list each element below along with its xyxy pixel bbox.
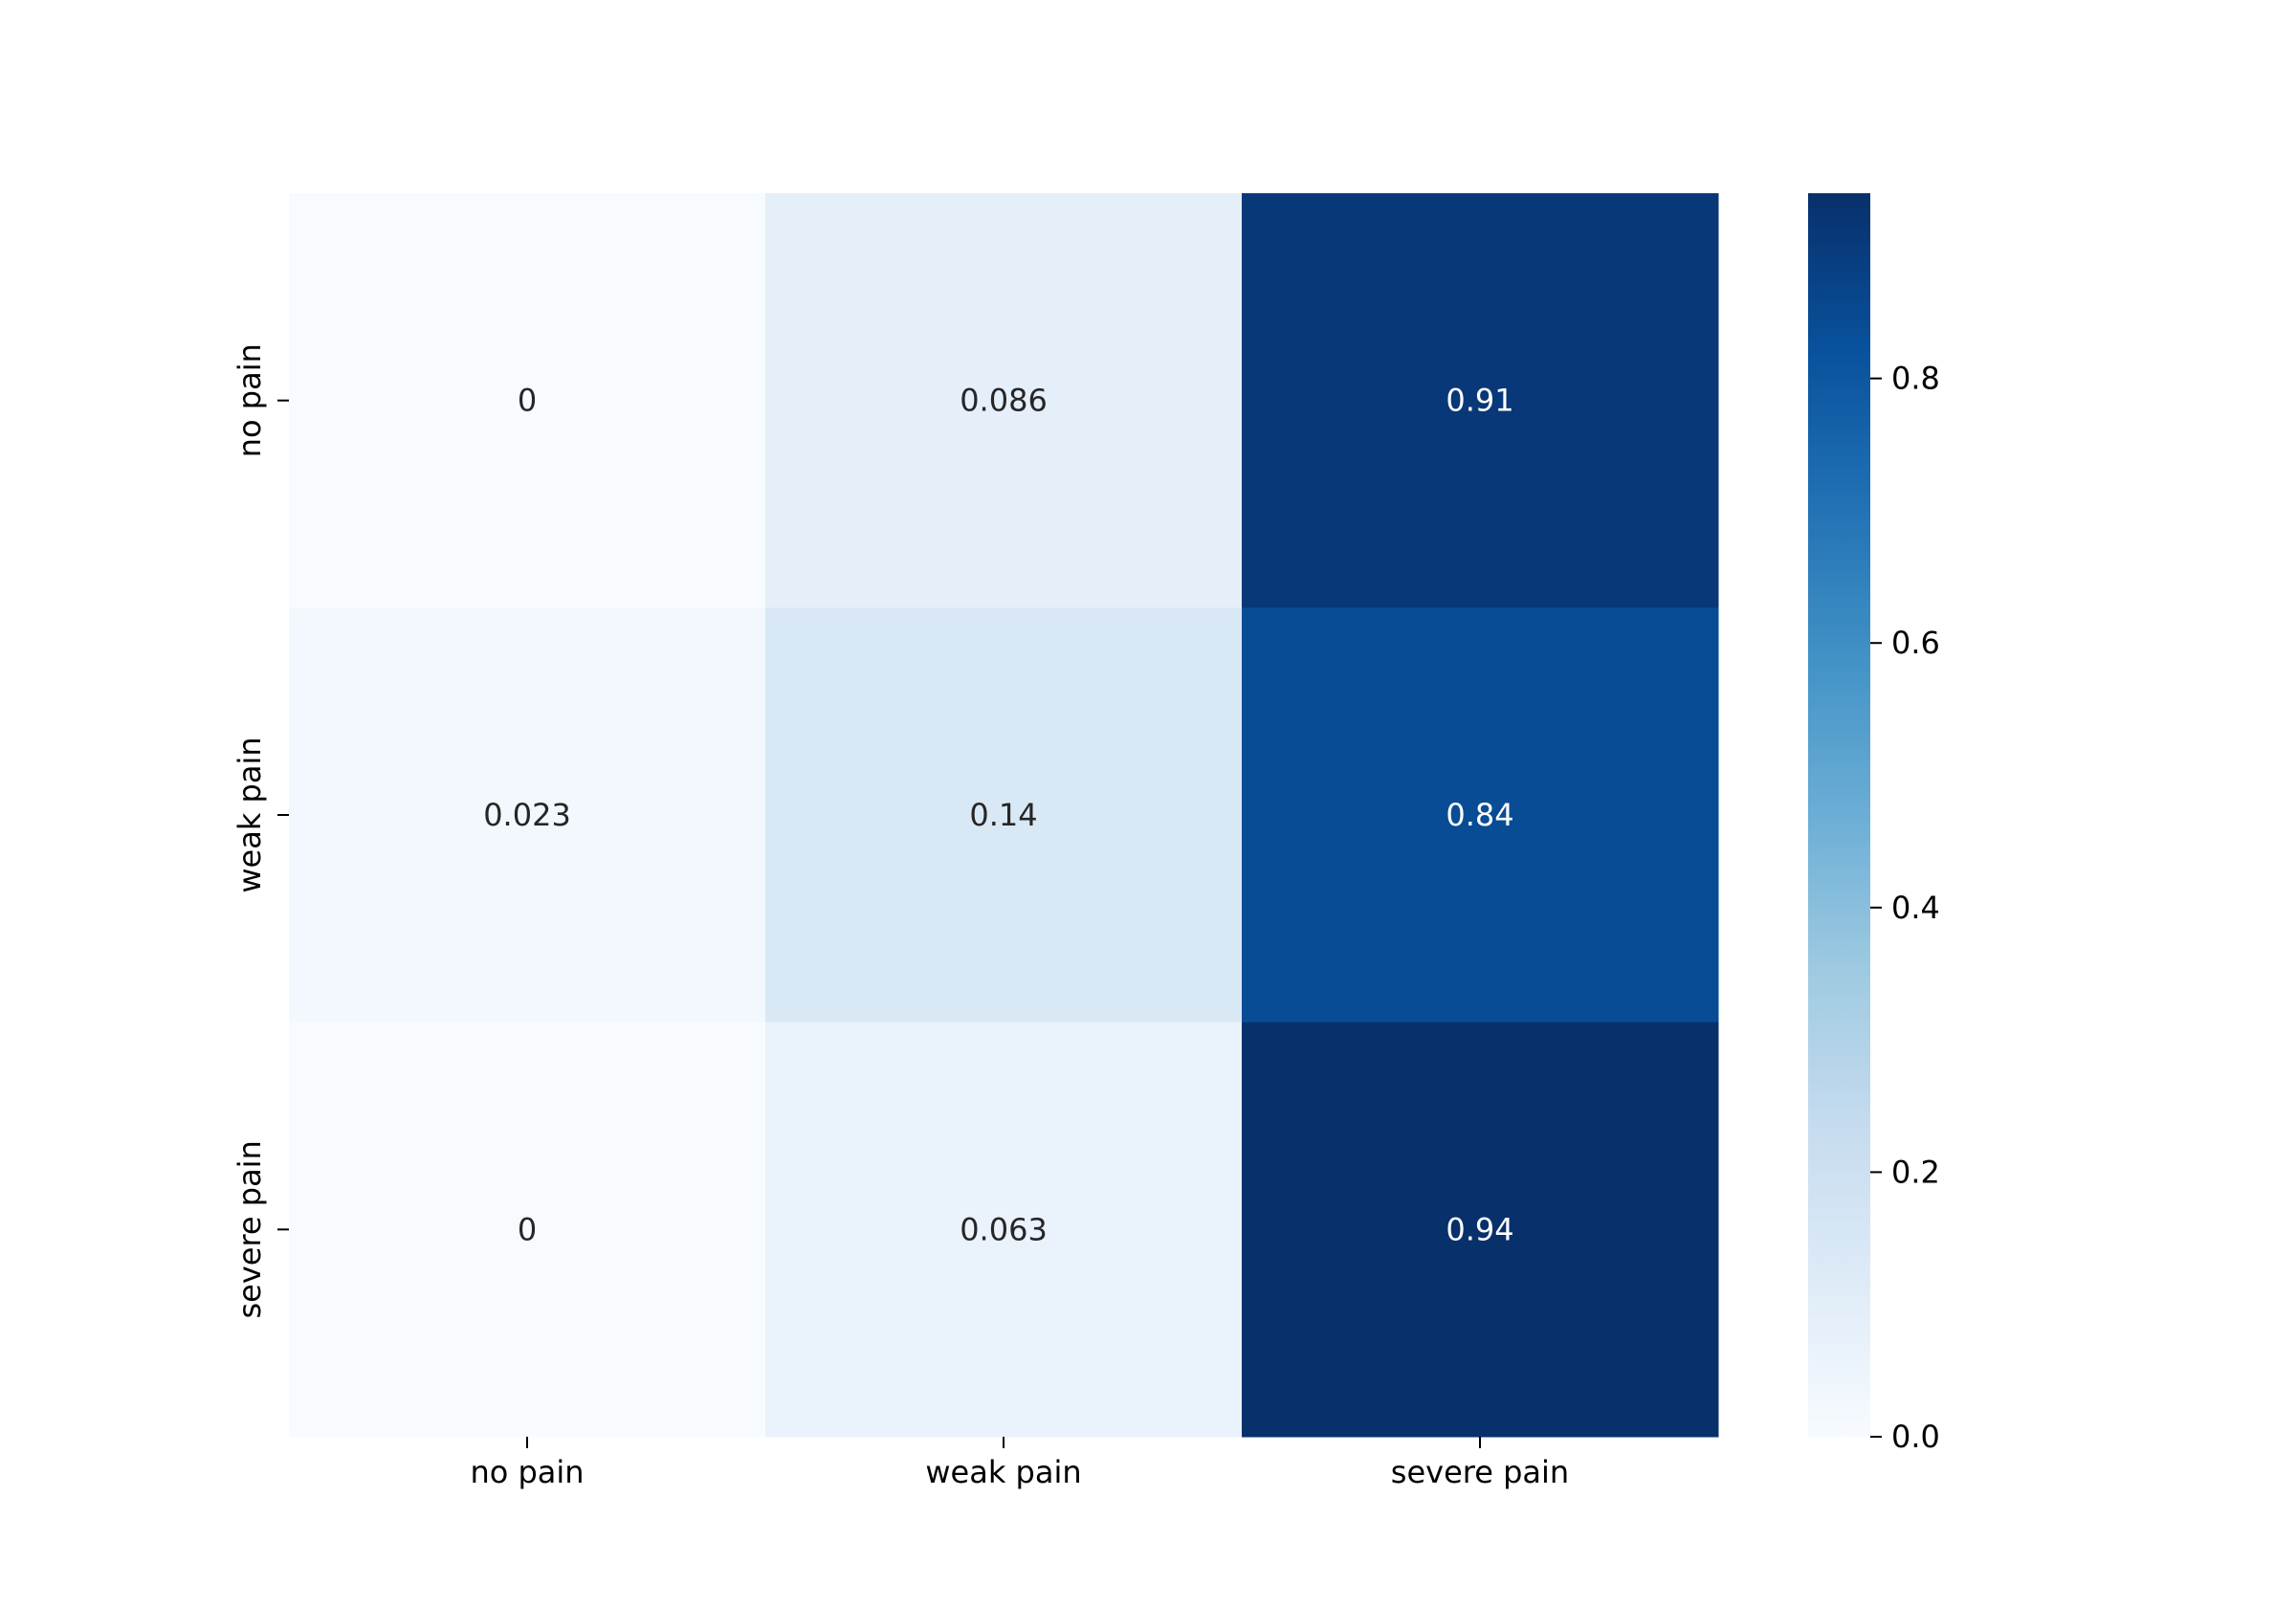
cell-value-label: 0.14 (969, 797, 1037, 833)
cell-value-label: 0.023 (483, 797, 571, 833)
x-tick-label: severe pain (1391, 1454, 1569, 1490)
cell-value-label: 0 (518, 1211, 537, 1247)
cell-value-label: 0.086 (960, 383, 1048, 419)
x-tick-label: no pain (470, 1454, 584, 1490)
cell-value-label: 0.94 (1446, 1211, 1513, 1247)
heatmap-cell (765, 193, 1243, 608)
heatmap-cell (289, 607, 766, 1024)
colorbar-tick-label: 0.0 (1891, 1419, 1940, 1455)
y-tick-label: weak pain (232, 737, 268, 892)
heatmap-cell (765, 1022, 1243, 1438)
colorbar-gradient (1808, 193, 1870, 1437)
cell-value-label: 0 (518, 383, 537, 419)
colorbar-axis: 0.0 0.2 0.4 0.6 0.8 (1870, 361, 1940, 1455)
colorbar (1808, 193, 1870, 1437)
heatmap-cell (765, 607, 1243, 1024)
x-axis: no pain weak pain severe pain (470, 1437, 1569, 1490)
colorbar-tick-label: 0.2 (1891, 1154, 1940, 1190)
cell-value-label: 0.91 (1446, 383, 1513, 419)
cell-value-label: 0.84 (1446, 797, 1513, 833)
colorbar-tick-label: 0.8 (1891, 361, 1940, 397)
heatmap-cell (1242, 193, 1719, 608)
y-axis: no pain weak pain severe pain (232, 343, 289, 1319)
heatmap-cell (289, 193, 766, 608)
y-tick-label: severe pain (232, 1140, 268, 1318)
cell-value-label: 0.063 (960, 1211, 1048, 1247)
heatmap-cells (289, 193, 1719, 1438)
x-tick-label: weak pain (925, 1454, 1081, 1490)
heatmap-cell (1242, 1022, 1719, 1438)
heatmap-cell (289, 1022, 766, 1438)
colorbar-tick-label: 0.4 (1891, 890, 1940, 926)
y-tick-label: no pain (232, 343, 268, 457)
heatmap-cell-labels: 0 0.086 0.91 0.023 0.14 0.84 0 0.063 0.94 (483, 383, 1513, 1248)
heatmap-cell (1242, 607, 1719, 1024)
colorbar-tick-label: 0.6 (1891, 625, 1940, 661)
